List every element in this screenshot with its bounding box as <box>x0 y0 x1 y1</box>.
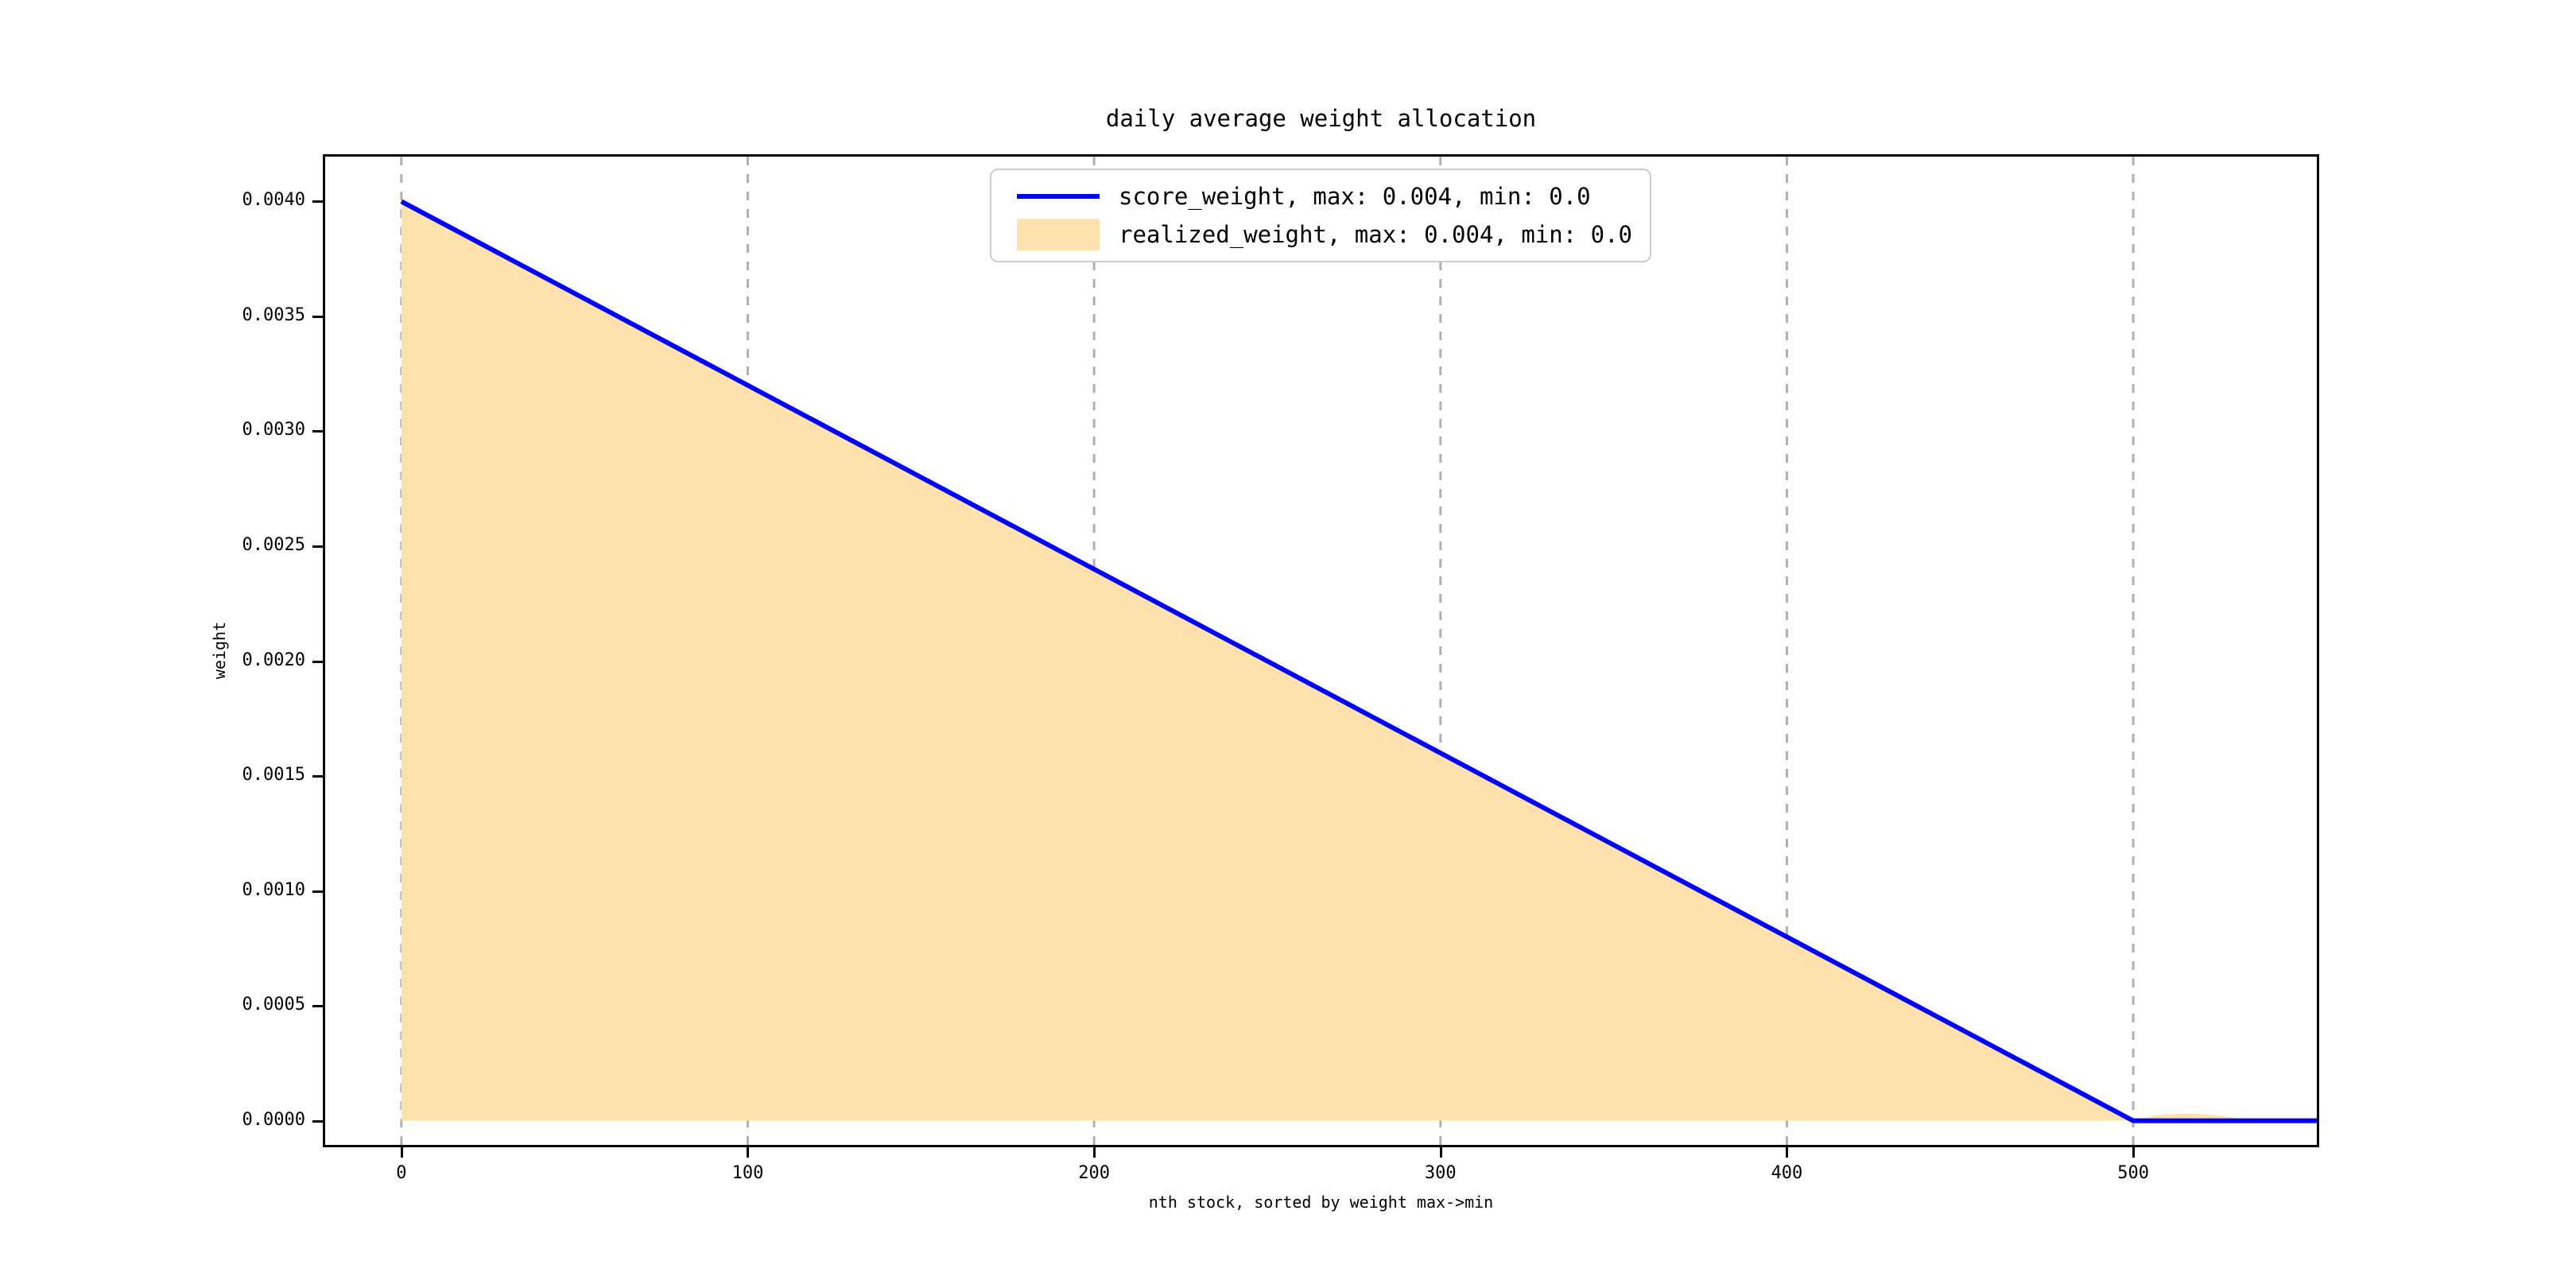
x-axis-label: nth stock, sorted by weight max->min <box>1148 1193 1494 1212</box>
legend-label-realized-weight: realized_weight, max: 0.004, min: 0.0 <box>1119 221 1633 248</box>
y-tick-mark <box>312 775 323 778</box>
chart-title: daily average weight allocation <box>1105 105 1537 132</box>
y-tick-mark <box>312 200 323 204</box>
x-tick-mark <box>400 1147 403 1158</box>
x-tick-label: 100 <box>731 1163 764 1183</box>
y-tick-label: 0.0020 <box>242 650 305 670</box>
y-tick-label: 0.0035 <box>242 305 305 325</box>
y-tick-mark <box>312 1005 323 1008</box>
y-tick-mark <box>312 315 323 318</box>
plot-canvas <box>400 157 2317 1145</box>
x-tick-mark <box>2132 1147 2136 1158</box>
x-tick-label: 400 <box>1771 1163 1803 1183</box>
legend: score_weight, max: 0.004, min: 0.0 reali… <box>990 169 1652 262</box>
y-tick-label: 0.0010 <box>242 879 305 900</box>
y-tick-label: 0.0005 <box>242 995 305 1015</box>
legend-entry-realized-weight[interactable]: realized_weight, max: 0.004, min: 0.0 <box>1006 219 1632 250</box>
legend-line-swatch <box>1006 194 1111 199</box>
legend-entry-score-weight[interactable]: score_weight, max: 0.004, min: 0.0 <box>1006 181 1632 211</box>
y-tick-label: 0.0025 <box>242 534 305 555</box>
y-tick-mark <box>312 430 323 433</box>
y-tick-mark <box>312 890 323 893</box>
x-tick-mark <box>747 1147 750 1158</box>
x-tick-label: 500 <box>2117 1163 2149 1183</box>
legend-label-score-weight: score_weight, max: 0.004, min: 0.0 <box>1119 183 1591 210</box>
y-tick-mark <box>312 545 323 548</box>
y-tick-label: 0.0030 <box>242 420 305 440</box>
y-tick-label: 0.0000 <box>242 1109 305 1130</box>
y-tick-mark <box>312 1119 323 1123</box>
plot-area <box>323 154 2319 1147</box>
x-tick-label: 200 <box>1078 1163 1111 1183</box>
line-series-score-weight <box>400 199 2317 1123</box>
x-tick-mark <box>1439 1147 1442 1158</box>
x-tick-label: 300 <box>1424 1163 1457 1183</box>
data-series-layer <box>400 199 2317 1123</box>
y-tick-label: 0.0015 <box>242 765 305 786</box>
y-tick-label: 0.0040 <box>242 190 305 211</box>
x-tick-mark <box>1093 1147 1096 1158</box>
y-tick-mark <box>312 660 323 663</box>
y-axis-label: weight <box>210 621 229 680</box>
area-series-realized-weight <box>401 201 2258 1121</box>
x-tick-mark <box>1786 1147 1789 1158</box>
x-tick-label: 0 <box>396 1163 407 1183</box>
legend-patch-swatch <box>1006 219 1111 250</box>
